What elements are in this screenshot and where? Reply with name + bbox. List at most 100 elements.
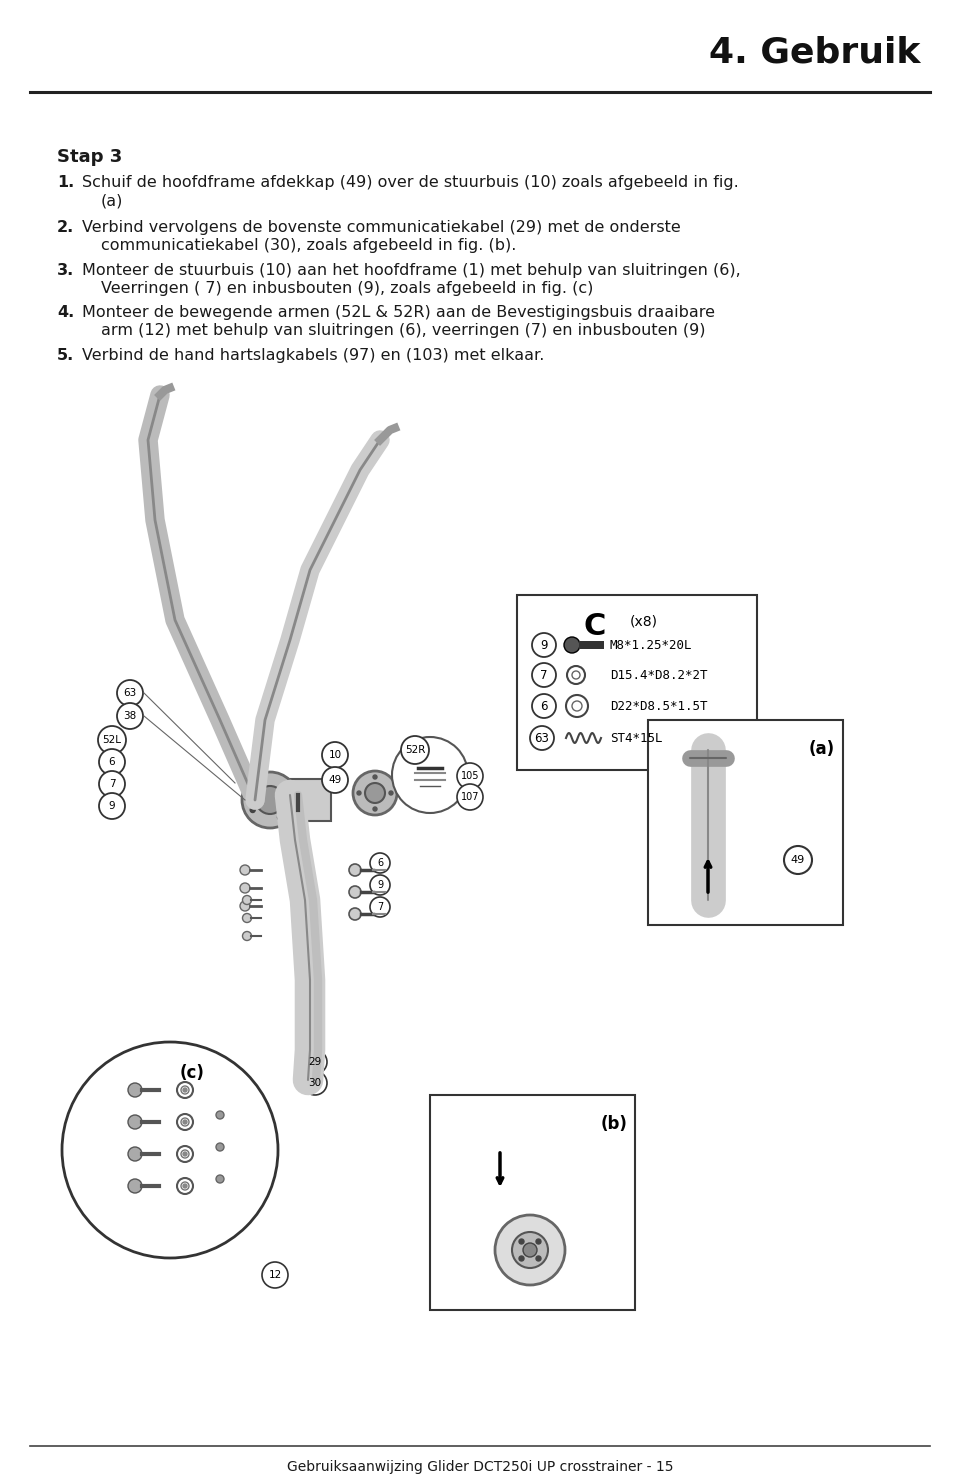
Circle shape	[293, 787, 303, 797]
Circle shape	[181, 1086, 189, 1094]
Text: 6: 6	[108, 758, 115, 766]
Circle shape	[128, 1083, 142, 1097]
Circle shape	[303, 1049, 327, 1075]
Text: Stap 3: Stap 3	[57, 147, 122, 167]
Circle shape	[370, 876, 390, 895]
Text: 29: 29	[308, 1057, 322, 1067]
Text: 38: 38	[124, 710, 136, 721]
Circle shape	[566, 696, 588, 716]
FancyBboxPatch shape	[648, 719, 843, 926]
Text: (b): (b)	[600, 1114, 627, 1134]
Circle shape	[365, 783, 385, 803]
Circle shape	[457, 784, 483, 811]
Text: (a): (a)	[101, 193, 124, 208]
Circle shape	[98, 727, 126, 755]
Circle shape	[251, 808, 255, 812]
Text: 7: 7	[540, 669, 548, 681]
Text: 4. Gebruik: 4. Gebruik	[708, 35, 920, 69]
Text: 7: 7	[108, 778, 115, 789]
Circle shape	[512, 1232, 548, 1268]
FancyBboxPatch shape	[430, 1095, 635, 1310]
Text: Monteer de bewegende armen (52L & 52R) aan de Bevestigingsbuis draaibare: Monteer de bewegende armen (52L & 52R) a…	[82, 305, 715, 320]
Circle shape	[536, 1240, 541, 1244]
Circle shape	[177, 1145, 193, 1162]
Text: Verbind vervolgens de bovenste communicatiekabel (29) met de onderste: Verbind vervolgens de bovenste communica…	[82, 220, 681, 234]
Text: 3.: 3.	[57, 262, 74, 279]
Circle shape	[519, 1240, 524, 1244]
Circle shape	[181, 1117, 189, 1126]
Text: C: C	[584, 612, 606, 641]
Text: 49: 49	[791, 855, 805, 865]
Text: D22*D8.5*1.5T: D22*D8.5*1.5T	[610, 700, 708, 712]
Circle shape	[495, 1215, 565, 1285]
Circle shape	[392, 737, 468, 814]
Text: 9: 9	[377, 880, 383, 890]
Text: 9: 9	[540, 638, 548, 652]
Circle shape	[99, 771, 125, 797]
Text: 7: 7	[377, 902, 383, 912]
Circle shape	[389, 792, 393, 794]
Circle shape	[243, 932, 252, 940]
Circle shape	[243, 896, 252, 905]
Circle shape	[240, 883, 250, 893]
Circle shape	[62, 1042, 278, 1257]
Circle shape	[567, 666, 585, 684]
Circle shape	[349, 864, 361, 876]
Text: (x8): (x8)	[630, 615, 658, 628]
Circle shape	[177, 1114, 193, 1131]
Text: Gebruiksaanwijzing Glider DCT250i UP crosstrainer - 15: Gebruiksaanwijzing Glider DCT250i UP cro…	[287, 1461, 673, 1474]
Circle shape	[183, 1184, 187, 1188]
Circle shape	[572, 702, 582, 710]
Text: 9: 9	[108, 800, 115, 811]
Circle shape	[532, 632, 556, 657]
Text: Monteer de stuurbuis (10) aan het hoofdframe (1) met behulp van sluitringen (6),: Monteer de stuurbuis (10) aan het hoofdf…	[82, 262, 741, 279]
Text: M8*1.25*20L: M8*1.25*20L	[610, 638, 692, 652]
Circle shape	[373, 806, 377, 811]
Text: 2.: 2.	[57, 220, 74, 234]
Circle shape	[564, 637, 580, 653]
Circle shape	[277, 815, 282, 820]
Circle shape	[183, 1120, 187, 1125]
Circle shape	[523, 1243, 537, 1257]
Text: 107: 107	[461, 792, 479, 802]
Text: 52L: 52L	[103, 736, 122, 744]
Circle shape	[181, 1150, 189, 1159]
Circle shape	[216, 1142, 224, 1151]
Circle shape	[181, 1182, 189, 1190]
Text: Veerringen ( 7) en inbusbouten (9), zoals afgebeeld in fig. (c): Veerringen ( 7) en inbusbouten (9), zoal…	[101, 282, 593, 296]
FancyBboxPatch shape	[269, 778, 331, 821]
Circle shape	[240, 865, 250, 876]
Text: 49: 49	[328, 775, 342, 786]
Text: Verbind de hand hartslagkabels (97) en (103) met elkaar.: Verbind de hand hartslagkabels (97) en (…	[82, 348, 544, 363]
Circle shape	[532, 694, 556, 718]
Text: 105: 105	[461, 771, 479, 781]
Text: 52R: 52R	[405, 744, 425, 755]
Circle shape	[536, 1256, 541, 1260]
Circle shape	[177, 1178, 193, 1194]
Text: 1.: 1.	[57, 175, 74, 190]
Circle shape	[243, 914, 252, 923]
Circle shape	[457, 764, 483, 789]
Text: Schuif de hoofdframe afdekkap (49) over de stuurbuis (10) zoals afgebeeld in fig: Schuif de hoofdframe afdekkap (49) over …	[82, 175, 739, 190]
Circle shape	[128, 1114, 142, 1129]
Circle shape	[240, 901, 250, 911]
Circle shape	[242, 772, 298, 828]
Circle shape	[349, 886, 361, 898]
Circle shape	[370, 898, 390, 917]
Text: (c): (c)	[180, 1064, 204, 1082]
Text: D15.4*D8.2*2T: D15.4*D8.2*2T	[610, 669, 708, 681]
Circle shape	[99, 793, 125, 820]
Circle shape	[262, 1262, 288, 1288]
Circle shape	[401, 736, 429, 764]
Text: arm (12) met behulp van sluitringen (6), veerringen (7) en inbusbouten (9): arm (12) met behulp van sluitringen (6),…	[101, 323, 706, 338]
FancyBboxPatch shape	[579, 641, 604, 649]
Text: (a): (a)	[809, 740, 835, 758]
Text: communicatiekabel (30), zoals afgebeeld in fig. (b).: communicatiekabel (30), zoals afgebeeld …	[101, 237, 516, 254]
Circle shape	[128, 1147, 142, 1162]
Circle shape	[373, 775, 377, 778]
Circle shape	[177, 1082, 193, 1098]
Circle shape	[349, 908, 361, 920]
Circle shape	[303, 1072, 327, 1095]
Text: 12: 12	[269, 1271, 281, 1279]
Circle shape	[117, 680, 143, 706]
